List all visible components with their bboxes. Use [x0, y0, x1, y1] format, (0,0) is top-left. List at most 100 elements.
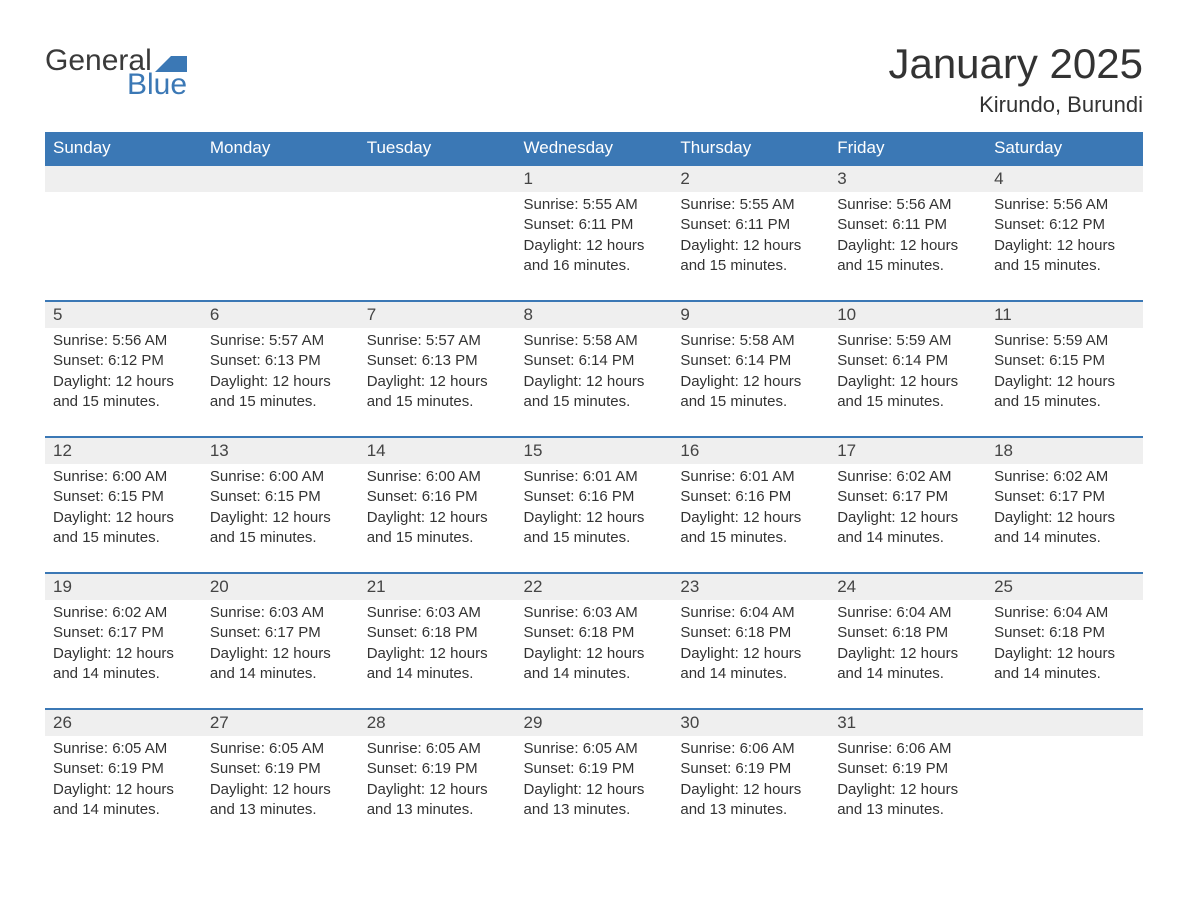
sunrise-text: Sunrise: 6:06 AM: [837, 739, 978, 759]
sunset-text: Sunset: 6:12 PM: [994, 215, 1135, 235]
sunrise-text: Sunrise: 6:05 AM: [53, 739, 194, 759]
day-content: Sunrise: 6:06 AMSunset: 6:19 PMDaylight:…: [672, 736, 829, 820]
title-block: January 2025 Kirundo, Burundi: [888, 40, 1143, 118]
calendar-day-cell: 8Sunrise: 5:58 AMSunset: 6:14 PMDaylight…: [516, 301, 673, 437]
day-content: Sunrise: 6:03 AMSunset: 6:18 PMDaylight:…: [359, 600, 516, 684]
calendar-day-cell: 26Sunrise: 6:05 AMSunset: 6:19 PMDayligh…: [45, 709, 202, 844]
daylight-line2: and 15 minutes.: [53, 392, 194, 412]
daylight-line1: Daylight: 12 hours: [994, 236, 1135, 256]
sunset-text: Sunset: 6:17 PM: [53, 623, 194, 643]
day-number: 24: [829, 574, 986, 600]
daylight-line1: Daylight: 12 hours: [524, 372, 665, 392]
calendar-day-cell: 6Sunrise: 5:57 AMSunset: 6:13 PMDaylight…: [202, 301, 359, 437]
daylight-line2: and 13 minutes.: [367, 800, 508, 820]
logo: General Blue: [45, 40, 187, 100]
day-number: 9: [672, 302, 829, 328]
day-number: 11: [986, 302, 1143, 328]
sunset-text: Sunset: 6:18 PM: [367, 623, 508, 643]
sunset-text: Sunset: 6:14 PM: [524, 351, 665, 371]
weekday-header: Wednesday: [516, 132, 673, 165]
sunrise-text: Sunrise: 6:01 AM: [680, 467, 821, 487]
day-content: Sunrise: 6:05 AMSunset: 6:19 PMDaylight:…: [516, 736, 673, 820]
daylight-line2: and 13 minutes.: [837, 800, 978, 820]
day-number: 27: [202, 710, 359, 736]
daylight-line1: Daylight: 12 hours: [367, 372, 508, 392]
sunrise-text: Sunrise: 6:05 AM: [367, 739, 508, 759]
empty-day-bar: [202, 166, 359, 192]
weekday-header: Sunday: [45, 132, 202, 165]
sunset-text: Sunset: 6:18 PM: [837, 623, 978, 643]
daylight-line2: and 15 minutes.: [680, 256, 821, 276]
day-number: 8: [516, 302, 673, 328]
daylight-line2: and 15 minutes.: [524, 528, 665, 548]
calendar-day-cell: 25Sunrise: 6:04 AMSunset: 6:18 PMDayligh…: [986, 573, 1143, 709]
day-number: 4: [986, 166, 1143, 192]
day-content: Sunrise: 5:56 AMSunset: 6:12 PMDaylight:…: [45, 328, 202, 412]
daylight-line1: Daylight: 12 hours: [53, 780, 194, 800]
sunset-text: Sunset: 6:14 PM: [680, 351, 821, 371]
sunset-text: Sunset: 6:15 PM: [994, 351, 1135, 371]
weekday-header-row: Sunday Monday Tuesday Wednesday Thursday…: [45, 132, 1143, 165]
day-content: Sunrise: 6:01 AMSunset: 6:16 PMDaylight:…: [516, 464, 673, 548]
daylight-line2: and 14 minutes.: [994, 528, 1135, 548]
daylight-line2: and 14 minutes.: [210, 664, 351, 684]
daylight-line1: Daylight: 12 hours: [524, 780, 665, 800]
day-number: 13: [202, 438, 359, 464]
calendar-day-cell: 10Sunrise: 5:59 AMSunset: 6:14 PMDayligh…: [829, 301, 986, 437]
sunrise-text: Sunrise: 6:00 AM: [53, 467, 194, 487]
day-content: Sunrise: 6:02 AMSunset: 6:17 PMDaylight:…: [986, 464, 1143, 548]
sunset-text: Sunset: 6:16 PM: [680, 487, 821, 507]
daylight-line2: and 16 minutes.: [524, 256, 665, 276]
day-number: 30: [672, 710, 829, 736]
daylight-line2: and 15 minutes.: [680, 392, 821, 412]
day-content: Sunrise: 6:00 AMSunset: 6:15 PMDaylight:…: [45, 464, 202, 548]
calendar-day-cell: 9Sunrise: 5:58 AMSunset: 6:14 PMDaylight…: [672, 301, 829, 437]
day-number: 25: [986, 574, 1143, 600]
day-content: Sunrise: 6:05 AMSunset: 6:19 PMDaylight:…: [202, 736, 359, 820]
day-number: 28: [359, 710, 516, 736]
daylight-line2: and 15 minutes.: [837, 256, 978, 276]
sunrise-text: Sunrise: 5:55 AM: [524, 195, 665, 215]
day-content: Sunrise: 6:00 AMSunset: 6:15 PMDaylight:…: [202, 464, 359, 548]
sunrise-text: Sunrise: 5:57 AM: [210, 331, 351, 351]
daylight-line2: and 15 minutes.: [994, 392, 1135, 412]
calendar-day-cell: 24Sunrise: 6:04 AMSunset: 6:18 PMDayligh…: [829, 573, 986, 709]
sunrise-text: Sunrise: 6:04 AM: [994, 603, 1135, 623]
sunset-text: Sunset: 6:17 PM: [837, 487, 978, 507]
day-content: Sunrise: 6:04 AMSunset: 6:18 PMDaylight:…: [829, 600, 986, 684]
calendar-day-cell: 28Sunrise: 6:05 AMSunset: 6:19 PMDayligh…: [359, 709, 516, 844]
day-content: Sunrise: 5:57 AMSunset: 6:13 PMDaylight:…: [359, 328, 516, 412]
calendar-day-cell: 29Sunrise: 6:05 AMSunset: 6:19 PMDayligh…: [516, 709, 673, 844]
day-number: 21: [359, 574, 516, 600]
sunrise-text: Sunrise: 6:00 AM: [367, 467, 508, 487]
sunrise-text: Sunrise: 6:00 AM: [210, 467, 351, 487]
day-number: 10: [829, 302, 986, 328]
daylight-line1: Daylight: 12 hours: [367, 508, 508, 528]
sunset-text: Sunset: 6:11 PM: [680, 215, 821, 235]
day-number: 14: [359, 438, 516, 464]
calendar-day-cell: 13Sunrise: 6:00 AMSunset: 6:15 PMDayligh…: [202, 437, 359, 573]
sunset-text: Sunset: 6:13 PM: [367, 351, 508, 371]
calendar-day-cell: 31Sunrise: 6:06 AMSunset: 6:19 PMDayligh…: [829, 709, 986, 844]
day-number: 17: [829, 438, 986, 464]
calendar-week-row: 5Sunrise: 5:56 AMSunset: 6:12 PMDaylight…: [45, 301, 1143, 437]
daylight-line2: and 14 minutes.: [994, 664, 1135, 684]
sunset-text: Sunset: 6:17 PM: [994, 487, 1135, 507]
calendar-day-cell: 7Sunrise: 5:57 AMSunset: 6:13 PMDaylight…: [359, 301, 516, 437]
sunset-text: Sunset: 6:11 PM: [837, 215, 978, 235]
day-content: Sunrise: 6:03 AMSunset: 6:17 PMDaylight:…: [202, 600, 359, 684]
sunset-text: Sunset: 6:16 PM: [524, 487, 665, 507]
sunset-text: Sunset: 6:19 PM: [53, 759, 194, 779]
calendar-week-row: 1Sunrise: 5:55 AMSunset: 6:11 PMDaylight…: [45, 165, 1143, 301]
weekday-header: Tuesday: [359, 132, 516, 165]
daylight-line1: Daylight: 12 hours: [680, 644, 821, 664]
day-content: Sunrise: 6:03 AMSunset: 6:18 PMDaylight:…: [516, 600, 673, 684]
sunrise-text: Sunrise: 5:59 AM: [837, 331, 978, 351]
calendar-day-cell: 18Sunrise: 6:02 AMSunset: 6:17 PMDayligh…: [986, 437, 1143, 573]
daylight-line2: and 14 minutes.: [837, 528, 978, 548]
daylight-line2: and 15 minutes.: [210, 528, 351, 548]
day-number: 18: [986, 438, 1143, 464]
day-content: Sunrise: 5:59 AMSunset: 6:15 PMDaylight:…: [986, 328, 1143, 412]
calendar-day-cell: 27Sunrise: 6:05 AMSunset: 6:19 PMDayligh…: [202, 709, 359, 844]
daylight-line1: Daylight: 12 hours: [53, 508, 194, 528]
